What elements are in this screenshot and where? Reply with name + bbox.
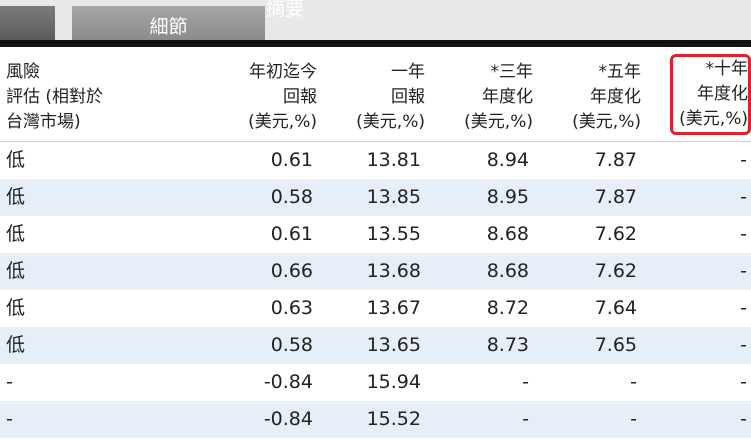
ytd-cell: -0.84 [263, 371, 313, 393]
table-row[interactable]: 低 0.58 13.65 8.73 7.65 - [0, 327, 751, 364]
annualized-3y-cell: 8.94 [486, 149, 529, 171]
header-line: 評估 (相對於 [6, 87, 104, 107]
annualized-10y-cell: - [740, 371, 747, 393]
header-line: *三年 [490, 62, 534, 82]
annualized-10y-cell: - [740, 297, 747, 319]
annualized-5y-cell: 7.65 [594, 334, 637, 356]
annualized-3y-cell: 8.68 [486, 260, 529, 282]
return-1y-cell: 13.67 [366, 297, 421, 319]
annualized-5y-cell: - [630, 371, 637, 393]
header-line: 風險 [6, 62, 40, 82]
header-line: 一年 [391, 62, 425, 82]
ytd-cell: 0.63 [270, 297, 313, 319]
annualized-3y-cell: - [522, 371, 529, 393]
return-1y-cell: 15.52 [366, 408, 421, 430]
ytd-cell: 0.58 [270, 334, 313, 356]
risk-cell: 低 [6, 260, 26, 282]
header-line: (美元,%) [679, 109, 748, 129]
header-risk-rating[interactable]: 風險 評估 (相對於 台灣市場) [0, 47, 210, 142]
performance-table: 風險 評估 (相對於 台灣市場) 年初迄今 回報 (美元,%) 一年 回報 (美… [0, 47, 751, 438]
header-line: 年度化 [482, 87, 533, 107]
ytd-cell: -0.84 [263, 408, 313, 430]
annualized-5y-cell: 7.87 [594, 186, 637, 208]
annualized-5y-cell: 7.62 [594, 260, 637, 282]
return-1y-cell: 13.81 [366, 149, 421, 171]
tab-summary[interactable]: 摘要 [266, 0, 304, 24]
annualized-3y-cell: - [522, 408, 529, 430]
table-row[interactable]: 低 0.61 13.55 8.68 7.62 - [0, 216, 751, 253]
header-line: (美元,%) [356, 112, 425, 132]
risk-cell: 低 [6, 297, 26, 319]
table-row[interactable]: - -0.84 15.52 - - - [0, 401, 751, 438]
table-row[interactable]: 低 0.63 13.67 8.72 7.64 - [0, 290, 751, 327]
annualized-3y-cell: 8.73 [486, 334, 529, 356]
annualized-10y-cell: - [740, 334, 747, 356]
header-line: 台灣市場) [6, 112, 81, 132]
header-line: (美元,%) [572, 112, 641, 132]
tab-details-label: 細節 [149, 16, 188, 38]
annualized-5y-cell: 7.87 [594, 149, 637, 171]
table-row[interactable]: - -0.84 15.94 - - - [0, 364, 751, 401]
table-row[interactable]: 低 0.58 13.85 8.95 7.87 - [0, 179, 751, 216]
annualized-10y-cell: - [740, 260, 747, 282]
annualized-10y-cell: - [740, 223, 747, 245]
return-1y-cell: 15.94 [366, 371, 421, 393]
header-ytd-return[interactable]: 年初迄今 回報 (美元,%) [210, 47, 320, 142]
risk-cell: 低 [6, 149, 26, 171]
annualized-5y-cell: 7.62 [594, 223, 637, 245]
ytd-cell: 0.61 [270, 149, 313, 171]
annualized-10y-cell: - [740, 149, 747, 171]
risk-cell: 低 [6, 186, 26, 208]
annualized-10y-cell: - [740, 408, 747, 430]
annualized-10y-cell: - [740, 186, 747, 208]
table-row[interactable]: 低 0.66 13.68 8.68 7.62 - [0, 253, 751, 290]
header-line: (美元,%) [464, 112, 533, 132]
header-3y-annualized[interactable]: *三年 年度化 (美元,%) [428, 47, 536, 142]
header-line: 年初迄今 [249, 62, 317, 82]
header-line: 回報 [391, 87, 425, 107]
ytd-cell: 0.66 [270, 260, 313, 282]
return-1y-cell: 13.55 [366, 223, 421, 245]
annualized-3y-cell: 8.95 [486, 186, 529, 208]
return-1y-cell: 13.85 [366, 186, 421, 208]
header-line: *十年 [705, 59, 749, 79]
annualized-5y-cell: 7.64 [594, 297, 637, 319]
risk-cell: - [6, 408, 13, 430]
risk-cell: 低 [6, 334, 26, 356]
risk-cell: 低 [6, 223, 26, 245]
table-row[interactable]: 低 0.61 13.81 8.94 7.87 - [0, 141, 751, 179]
return-1y-cell: 13.68 [366, 260, 421, 282]
header-line: (美元,%) [248, 112, 317, 132]
table-header-row: 風險 評估 (相對於 台灣市場) 年初迄今 回報 (美元,%) 一年 回報 (美… [0, 47, 751, 142]
header-line: *五年 [598, 62, 642, 82]
ytd-cell: 0.61 [270, 223, 313, 245]
tab-bar: 細節 摘要 [0, 0, 751, 42]
annualized-5y-cell: - [630, 408, 637, 430]
tab-blank[interactable] [0, 6, 55, 42]
ytd-cell: 0.58 [270, 186, 313, 208]
header-rule [0, 40, 751, 47]
annualized-3y-cell: 8.72 [486, 297, 529, 319]
return-1y-cell: 13.65 [366, 334, 421, 356]
risk-cell: - [6, 371, 13, 393]
header-10y-annualized[interactable]: *十年 年度化 (美元,%) [644, 47, 751, 142]
header-1y-return[interactable]: 一年 回報 (美元,%) [320, 47, 428, 142]
highlight-box: *十年 年度化 (美元,%) [670, 54, 751, 135]
annualized-3y-cell: 8.68 [486, 223, 529, 245]
header-line: 回報 [283, 87, 317, 107]
header-line: 年度化 [590, 87, 641, 107]
header-5y-annualized[interactable]: *五年 年度化 (美元,%) [536, 47, 644, 142]
tab-summary-label: 摘要 [266, 0, 305, 20]
tab-details[interactable]: 細節 [72, 6, 265, 42]
header-line: 年度化 [697, 84, 748, 104]
